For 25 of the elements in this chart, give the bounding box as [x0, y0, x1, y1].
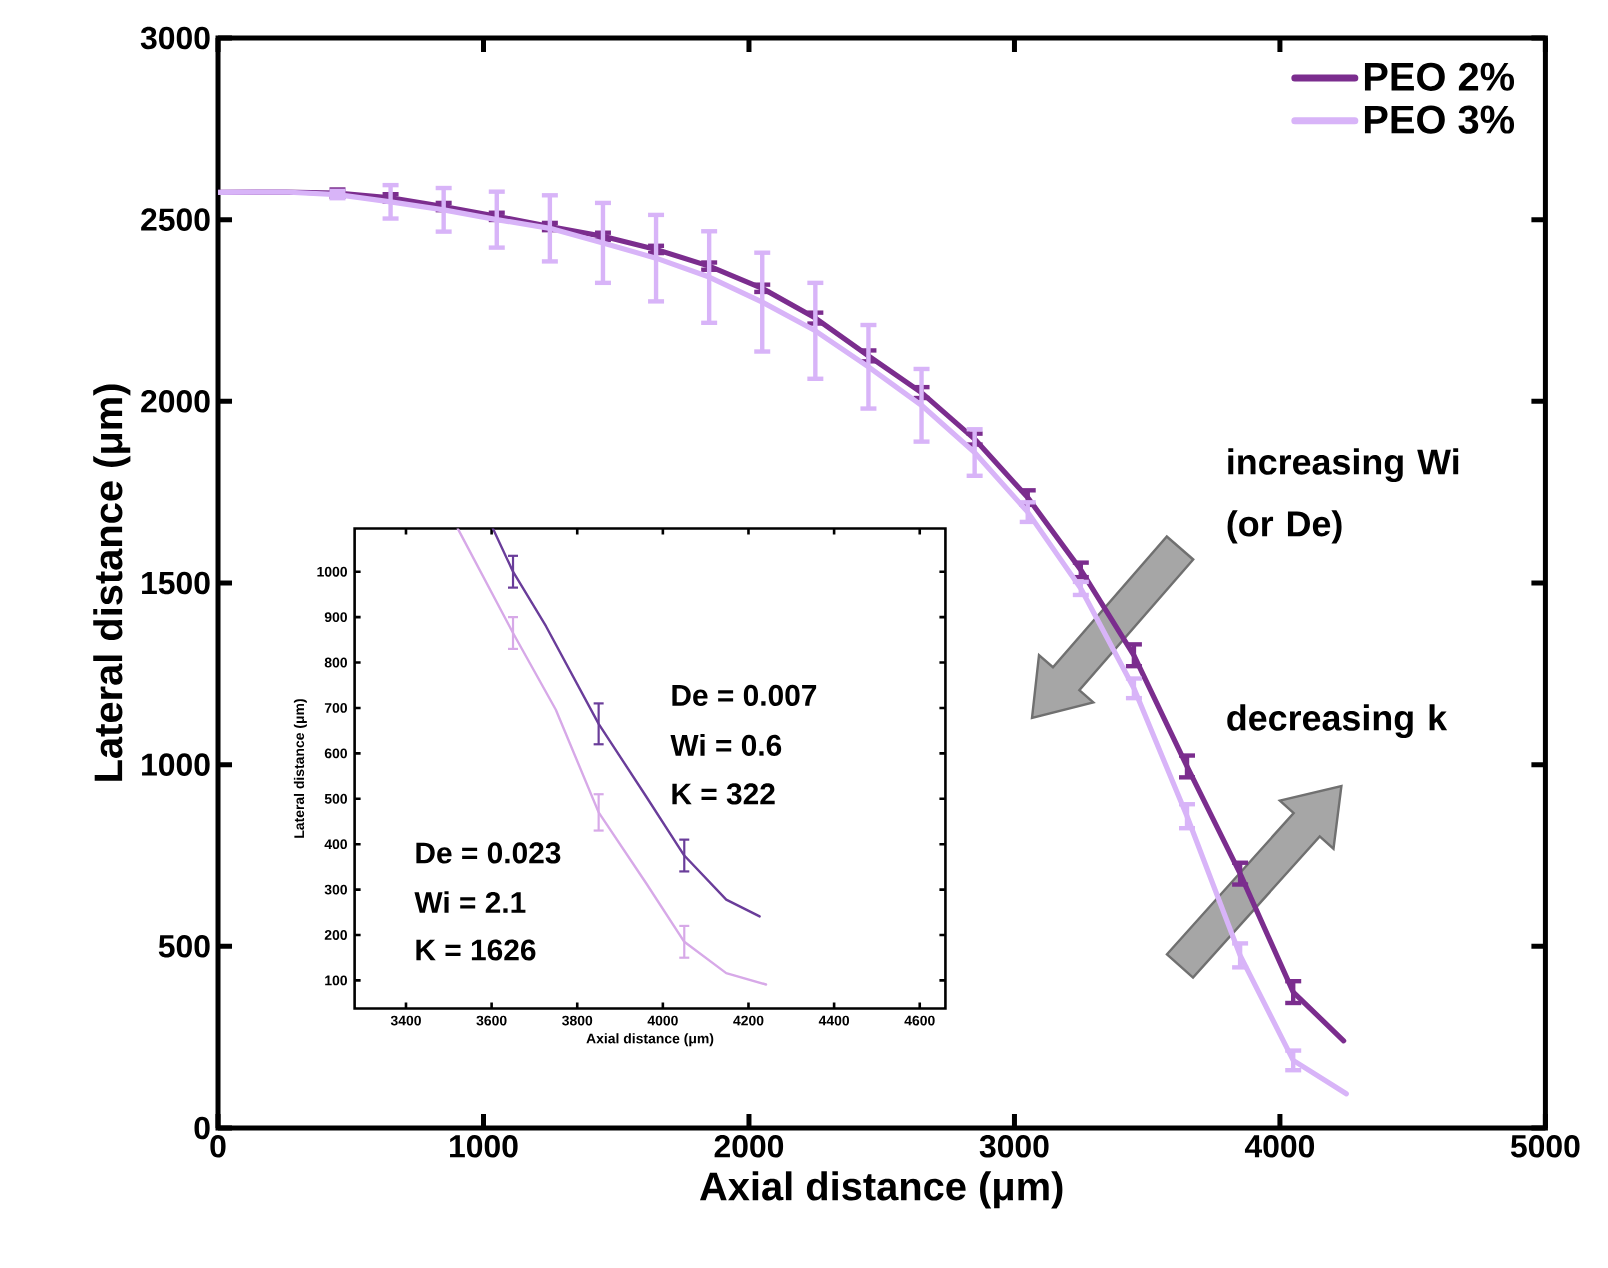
x-axis-title: Axial distance (μm): [700, 1171, 1063, 1209]
annotation: De = 0.007: [672, 684, 817, 706]
annotation: K = 322: [672, 783, 775, 805]
y-tick-label: 3000: [140, 26, 210, 50]
annotation: Wi = 2.1: [414, 891, 526, 913]
x-tick-label: 4000: [1244, 1135, 1315, 1158]
y-tick-label: 500: [158, 935, 210, 958]
y-tick-label: 1500: [142, 571, 210, 595]
y-tick-label: 1000: [142, 753, 210, 776]
y-tick-label: 2000: [141, 390, 210, 413]
legend-label: PEO 2%: [1364, 62, 1515, 91]
x-tick-label: 0: [210, 1135, 226, 1158]
y-axis-title: Lateral distance (μm): [93, 384, 131, 781]
annotation: decreasing k: [1227, 704, 1448, 738]
legend-label: PEO 3%: [1364, 105, 1515, 134]
annotation: K = 1626: [416, 939, 536, 961]
x-tick-label: 1000: [450, 1135, 518, 1158]
y-tick-label: 2500: [141, 208, 210, 231]
annotation: De = 0.023: [416, 842, 561, 864]
annotation: Wi = 0.6: [670, 734, 782, 756]
x-tick-label: 5000: [1510, 1135, 1580, 1158]
y-tick-label: 0: [194, 1116, 210, 1140]
annotation: increasing Wi (or De): [1227, 448, 1459, 544]
x-tick-label: 3000: [979, 1135, 1049, 1158]
x-tick-label: 2000: [714, 1135, 784, 1158]
